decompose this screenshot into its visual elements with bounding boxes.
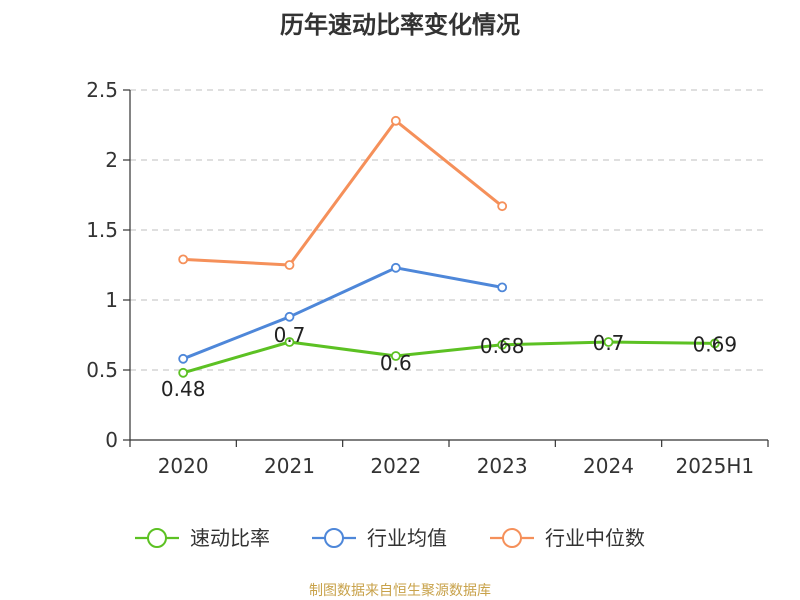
data-label: 0.48 [161,377,206,401]
legend-label: 行业中位数 [545,526,645,550]
y-tick-label: 2 [105,148,118,172]
data-point [178,353,189,364]
legend-marker [147,528,167,548]
data-point [497,339,508,350]
data-label: 0.69 [693,332,738,356]
legend-label: 速动比率 [190,526,270,550]
source-text: 制图数据来自恒生聚源数据库 [309,583,491,599]
x-tick-label: 2022 [370,454,421,478]
data-point [497,201,508,212]
x-tick-label: 2023 [477,454,528,478]
axes: 0 0.5 1 1.5 2 2.5 2020 2021 2022 2023 2024 2025H1 [86,78,769,478]
data-labels: 0.48 0.7 0.6 0.68 0.7 0.69 [161,323,737,401]
data-point [390,351,401,361]
series-line [183,119,504,267]
data-point [178,254,189,265]
data-point [603,337,614,347]
legend: 速动比率 行业均值 行业中位数 [135,526,645,550]
grid [130,89,768,371]
y-tick-label: 1 [105,288,118,312]
data-point [709,338,720,349]
data-label: 0.68 [480,334,525,358]
data-point [390,262,401,273]
series-layer [178,115,720,378]
y-tick-label: 1.5 [86,218,118,242]
data-point [284,311,295,322]
x-tick-label: 2025H1 [675,454,754,478]
data-label: 0.7 [593,331,625,355]
legend-marker [324,528,344,548]
x-tick-label: 2021 [264,454,315,478]
series-line [182,266,503,361]
data-point [497,282,508,293]
y-tick-label: 0 [105,428,118,452]
legend-label: 行业均值 [367,526,447,550]
x-tick-label: 2020 [158,454,209,478]
data-point [284,260,295,270]
chart-title: 历年速动比率变化情况 [280,11,520,39]
y-tick-label: 0.5 [86,358,118,382]
y-tick-label: 2.5 [86,78,118,102]
data-point [390,115,401,126]
legend-marker [502,528,522,548]
data-point [284,337,295,347]
data-point [178,367,189,378]
data-label: 0.6 [380,351,412,375]
data-label: 0.7 [274,323,306,347]
series-line [182,340,715,375]
x-tick-label: 2024 [583,454,634,478]
